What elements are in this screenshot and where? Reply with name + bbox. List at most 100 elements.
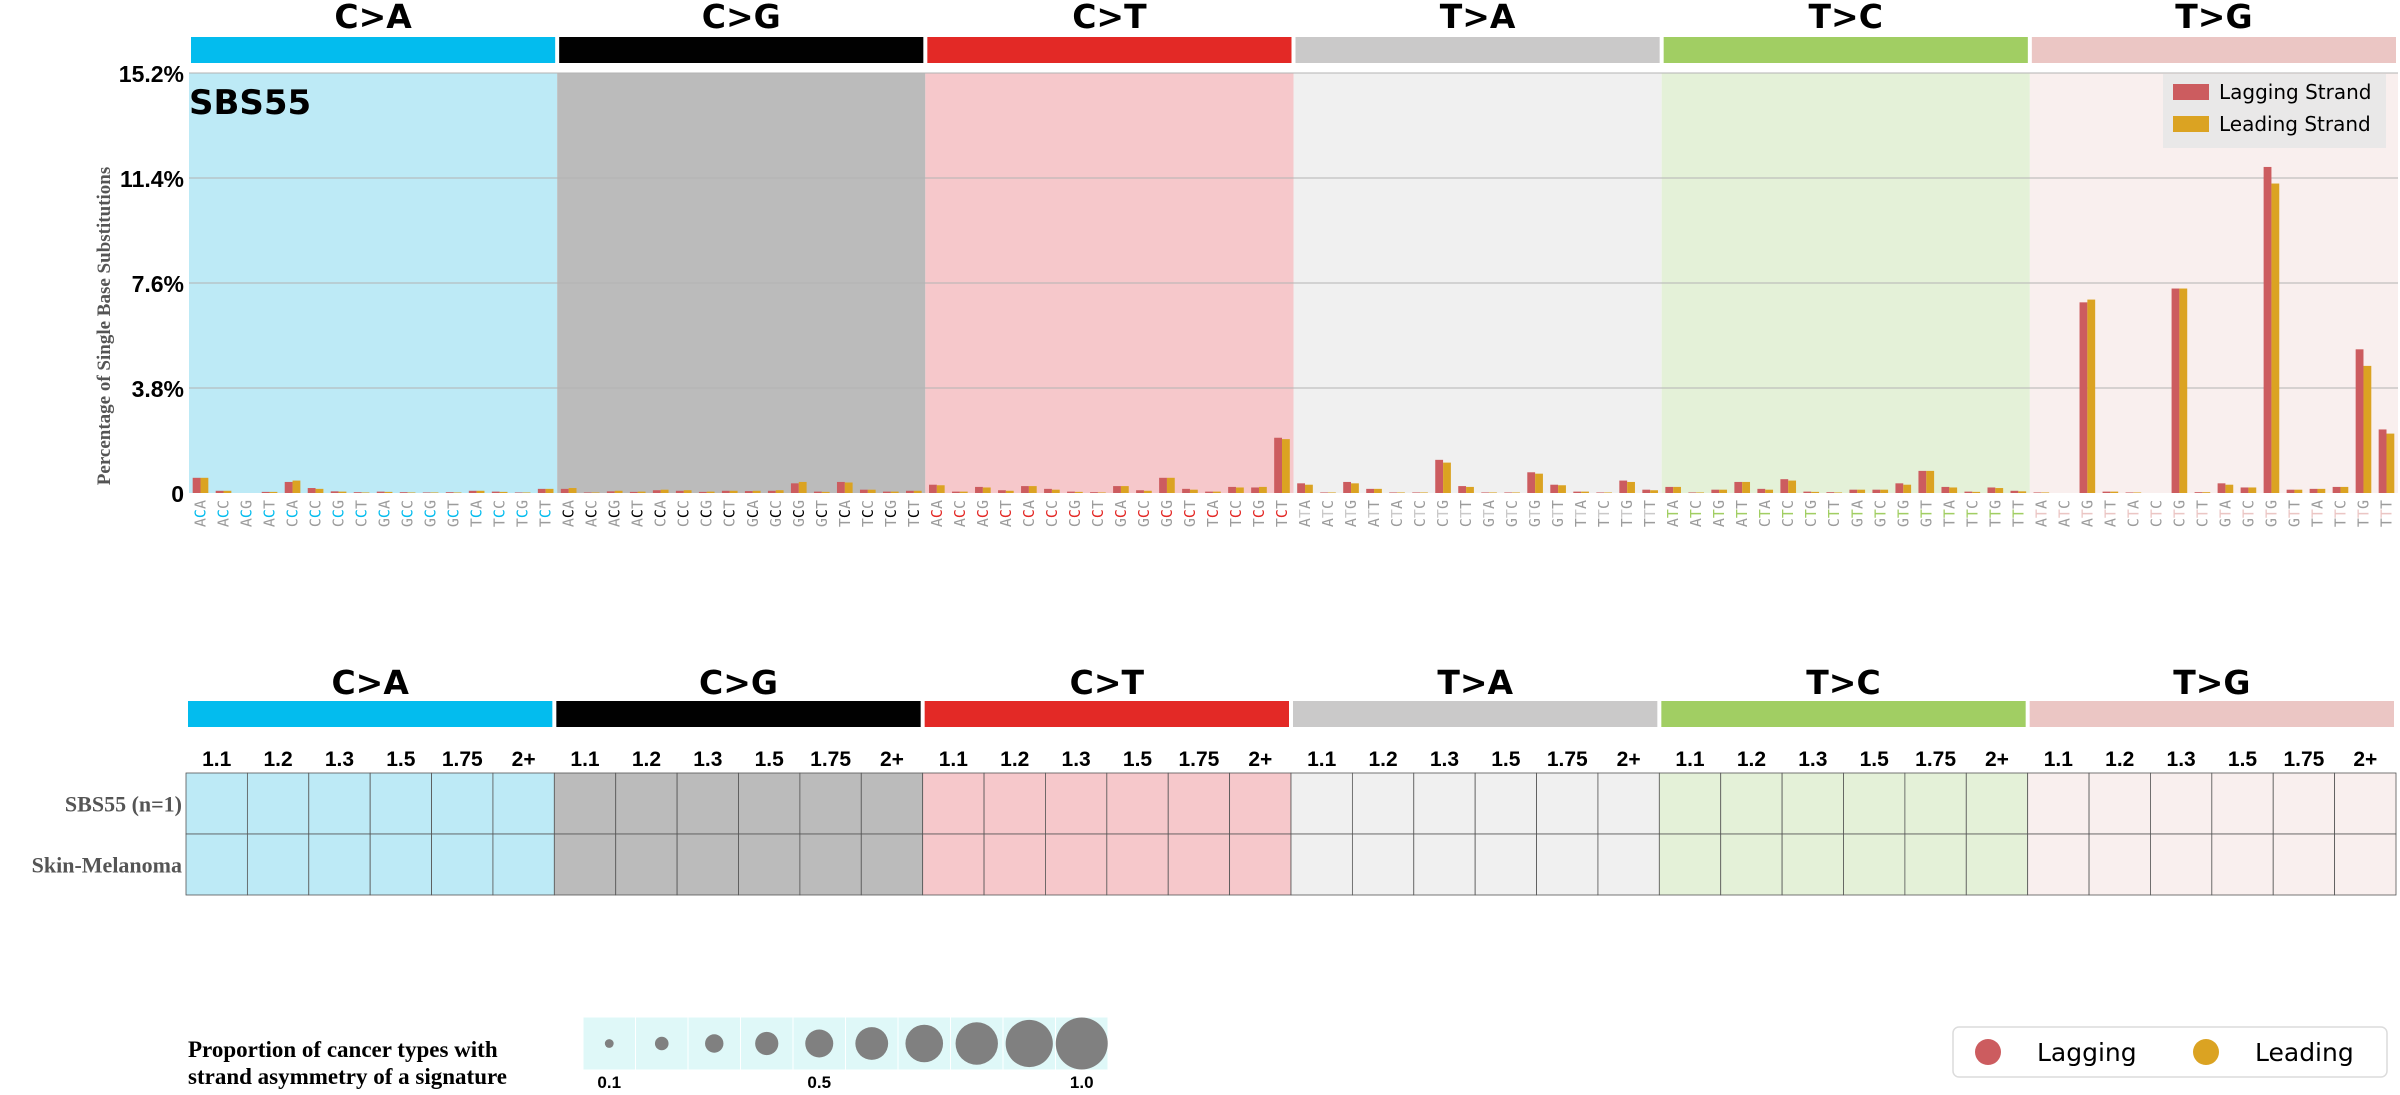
y-tick-label: 15.2%: [119, 61, 184, 87]
leading-bar: [1581, 491, 1589, 493]
leading-bar: [269, 491, 278, 493]
table-cell: [1965, 833, 2029, 896]
table-cell: [922, 833, 985, 896]
context-label: ACT: [997, 500, 1015, 527]
lagging-bar: [1596, 492, 1605, 493]
table-cell: [1474, 833, 1537, 896]
table-cell: [2272, 833, 2336, 896]
table-cell: [308, 833, 371, 896]
table-cell: [1536, 772, 1599, 835]
context-label: TTA: [1572, 500, 1590, 527]
ratio-column-label: 1.1: [202, 748, 232, 771]
lagging-bar: [2355, 349, 2364, 493]
lagging-bar: [537, 488, 546, 493]
lagging-bar: [1826, 492, 1835, 493]
context-label: TTA: [2309, 500, 2327, 527]
lagging-bar: [284, 481, 293, 493]
context-label: ACA: [928, 500, 946, 527]
proportion-marker: [654, 1036, 669, 1051]
table-cell: [1351, 772, 1415, 835]
lagging-bar: [2102, 491, 2111, 493]
leading-bar: [2202, 492, 2211, 493]
context-label: TCT: [905, 500, 923, 527]
lagging-bar: [1044, 488, 1052, 493]
ratio-column-label: 1.3: [1430, 748, 1459, 771]
leading-bar: [315, 488, 324, 493]
leading-bar: [982, 487, 991, 493]
leading-bar: [1512, 492, 1520, 493]
table-cell: [738, 833, 801, 896]
leading-bar: [844, 482, 853, 493]
context-label: GTT: [2286, 500, 2304, 527]
table-cell: [185, 833, 248, 896]
lagging-bar: [1435, 459, 1444, 493]
lagging-bar: [192, 477, 201, 493]
size-legend-title: strand asymmetry of a signature: [188, 1064, 507, 1089]
table-cell: [1781, 772, 1844, 835]
mutation-type-color-bar: [927, 37, 1292, 63]
lagging-bar: [721, 490, 730, 493]
leading-bar: [1420, 492, 1428, 493]
leading-bar: [1857, 489, 1866, 493]
lagging-bar: [652, 490, 661, 493]
lagging-swatch: [2173, 84, 2209, 100]
context-label: TCG: [1250, 500, 1268, 527]
leading-bar: [2110, 491, 2119, 493]
table-cell: [2334, 833, 2397, 896]
lagging-bar: [2286, 489, 2295, 493]
lagging-bar: [1090, 492, 1098, 493]
lagging-bar: [1274, 437, 1282, 493]
table-cell: [185, 772, 248, 835]
table-cell: [1965, 772, 2029, 835]
leading-bar: [1281, 439, 1290, 493]
leading-bar: [2087, 299, 2096, 493]
leading-bar: [1166, 477, 1175, 493]
proportion-marker: [855, 1027, 889, 1060]
table-cell: [2334, 772, 2397, 835]
lagging-bar: [1481, 492, 1490, 493]
context-label: TCT: [1273, 500, 1291, 527]
lagging-bar: [2033, 492, 2042, 493]
lagging-bar: [1688, 492, 1697, 493]
leading-bar: [522, 492, 531, 493]
table-cell: [1843, 772, 1906, 835]
lagging-bar: [836, 481, 845, 493]
lagging-bar: [2309, 488, 2318, 493]
leading-bar: [338, 491, 347, 493]
table-cell: [676, 833, 739, 896]
lagging-bar: [491, 491, 500, 493]
lagging-bar: [422, 492, 431, 493]
table-cell: [2150, 833, 2213, 896]
context-label: TCT: [537, 500, 555, 527]
mutation-type-color-bar: [1295, 37, 1660, 63]
context-label: GCT: [1181, 500, 1199, 527]
context-label: GCT: [445, 500, 463, 527]
leading-bar: [1696, 492, 1704, 493]
table-cell: [1229, 833, 1292, 896]
mutation-type-color-bar: [2029, 701, 2394, 727]
context-label: GTA: [1480, 500, 1498, 527]
leading-bar: [1604, 492, 1612, 493]
table-cell: [553, 772, 617, 835]
context-label: ACG: [238, 500, 256, 527]
lagging-bar: [1205, 491, 1213, 493]
leading-bar: [1189, 489, 1198, 493]
lagging-bar: [1412, 492, 1421, 493]
leading-bar: [683, 490, 692, 493]
context-label: ACT: [629, 500, 647, 527]
table-cell: [1781, 833, 1844, 896]
strand-legend: Lagging Strand Leading Strand: [2163, 74, 2386, 148]
context-label: TTG: [1986, 500, 2004, 527]
leading-bar: [1005, 490, 1014, 493]
leading-bar: [1834, 492, 1843, 493]
lagging-bar: [2332, 486, 2341, 493]
context-label: GTC: [2239, 500, 2257, 527]
table-cell: [615, 833, 678, 896]
ratio-column-label: 1.75: [2283, 748, 2324, 771]
ratio-column-label: 2+: [512, 748, 536, 771]
table-row-labels: SBS55 (n=1) Skin-Melanoma: [32, 792, 182, 878]
table-cell: [2088, 833, 2151, 896]
context-label: CTT: [2193, 500, 2211, 527]
lagging-bar: [1619, 480, 1628, 493]
context-label: TCC: [491, 500, 509, 527]
